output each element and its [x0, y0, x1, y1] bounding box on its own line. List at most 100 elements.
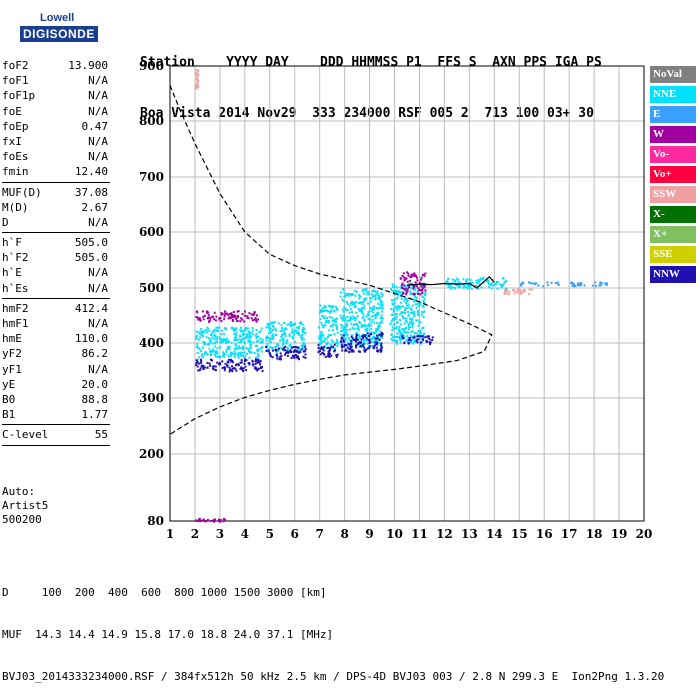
echo-point — [197, 520, 200, 523]
echo-point — [346, 319, 349, 322]
echo-point — [195, 72, 197, 75]
autoscaling-info: Auto: Artist5 500200 — [2, 485, 48, 527]
echo-point — [219, 363, 222, 366]
echo-point — [236, 347, 239, 350]
echo-point — [326, 343, 329, 346]
echo-point — [347, 343, 350, 346]
echo-point — [360, 342, 363, 345]
echo-point — [335, 317, 338, 320]
echo-point — [409, 290, 412, 293]
echo-point — [213, 345, 216, 348]
echo-point — [404, 287, 407, 290]
echo-point — [523, 290, 526, 293]
param-value: 20.0 — [81, 377, 109, 391]
echo-point — [372, 294, 374, 297]
echo-point — [298, 334, 301, 337]
echo-point — [256, 352, 259, 355]
param-value: 55 — [94, 428, 108, 442]
echo-trace — [520, 281, 608, 288]
echo-point — [201, 356, 204, 359]
echo-point — [331, 316, 334, 319]
echo-point — [413, 273, 416, 276]
echo-point — [405, 319, 407, 322]
echo-point — [248, 356, 251, 359]
echo-point — [528, 288, 531, 291]
echo-point — [419, 330, 422, 332]
echo-point — [409, 339, 412, 342]
echo-point — [336, 326, 339, 328]
echo-point — [342, 319, 345, 322]
echo-point — [357, 327, 360, 330]
echo-point — [376, 349, 379, 352]
echo-point — [381, 317, 384, 320]
echo-point — [227, 347, 230, 350]
echo-point — [231, 367, 234, 370]
echo-point — [423, 301, 426, 304]
echo-point — [522, 289, 525, 292]
y-tick-label: 700 — [139, 170, 164, 184]
echo-trace — [195, 326, 264, 359]
legend-item-nne: NNE — [650, 86, 696, 103]
echo-point — [248, 337, 251, 340]
echo-point — [207, 327, 210, 330]
echo-point — [243, 356, 246, 359]
echo-point — [350, 334, 353, 337]
echo-point — [237, 341, 240, 344]
echo-point — [503, 288, 506, 291]
echo-point — [520, 283, 523, 286]
echo-point — [259, 330, 262, 333]
echo-point — [244, 337, 247, 340]
echo-point — [599, 281, 602, 284]
echo-point — [339, 314, 342, 317]
echo-point — [368, 334, 371, 337]
echo-point — [368, 345, 371, 348]
echo-point — [376, 322, 379, 324]
echo-point — [290, 357, 293, 359]
echo-point — [224, 518, 226, 521]
echo-point — [211, 350, 214, 353]
echo-point — [319, 342, 322, 345]
echo-point — [530, 288, 533, 291]
echo-point — [346, 333, 349, 336]
echo-point — [504, 290, 507, 293]
echo-point — [275, 351, 278, 354]
echo-point — [342, 334, 345, 337]
echo-point — [471, 281, 474, 284]
echo-point — [206, 331, 209, 334]
echo-point — [286, 340, 289, 343]
echo-point — [202, 346, 204, 349]
echo-point — [347, 293, 350, 295]
echo-point — [572, 285, 575, 288]
echo-point — [297, 358, 300, 361]
param-label: MUF(D) — [2, 185, 42, 199]
echo-point — [479, 277, 482, 280]
echo-point — [328, 329, 331, 332]
echo-point — [215, 350, 218, 353]
echo-point — [342, 343, 345, 346]
param-label: h`Es — [2, 281, 29, 295]
echo-point — [259, 363, 262, 366]
param-label: yE — [2, 377, 16, 391]
echo-point — [265, 339, 268, 342]
echo-point — [339, 291, 342, 294]
param-row-yf2: yF2 86.2 — [2, 346, 110, 361]
param-row-hf2: h`F2 505.0 — [2, 250, 110, 265]
echo-point — [365, 315, 368, 318]
echo-point — [303, 328, 306, 330]
echo-point — [395, 292, 398, 295]
echo-point — [208, 330, 211, 333]
echo-point — [528, 281, 530, 284]
echo-point — [200, 365, 203, 368]
echo-point — [488, 282, 490, 285]
echo-point — [340, 330, 342, 333]
echo-point — [413, 340, 416, 343]
echo-point — [373, 321, 376, 324]
x-tick-label: 1 — [166, 527, 174, 541]
param-row-fxi: fxI N/A — [2, 134, 110, 149]
echo-point — [362, 334, 365, 337]
echo-point — [335, 306, 337, 309]
echo-point — [401, 311, 404, 314]
y-tick-label: 800 — [139, 114, 164, 128]
echo-point — [272, 335, 275, 338]
echo-point — [399, 342, 402, 345]
